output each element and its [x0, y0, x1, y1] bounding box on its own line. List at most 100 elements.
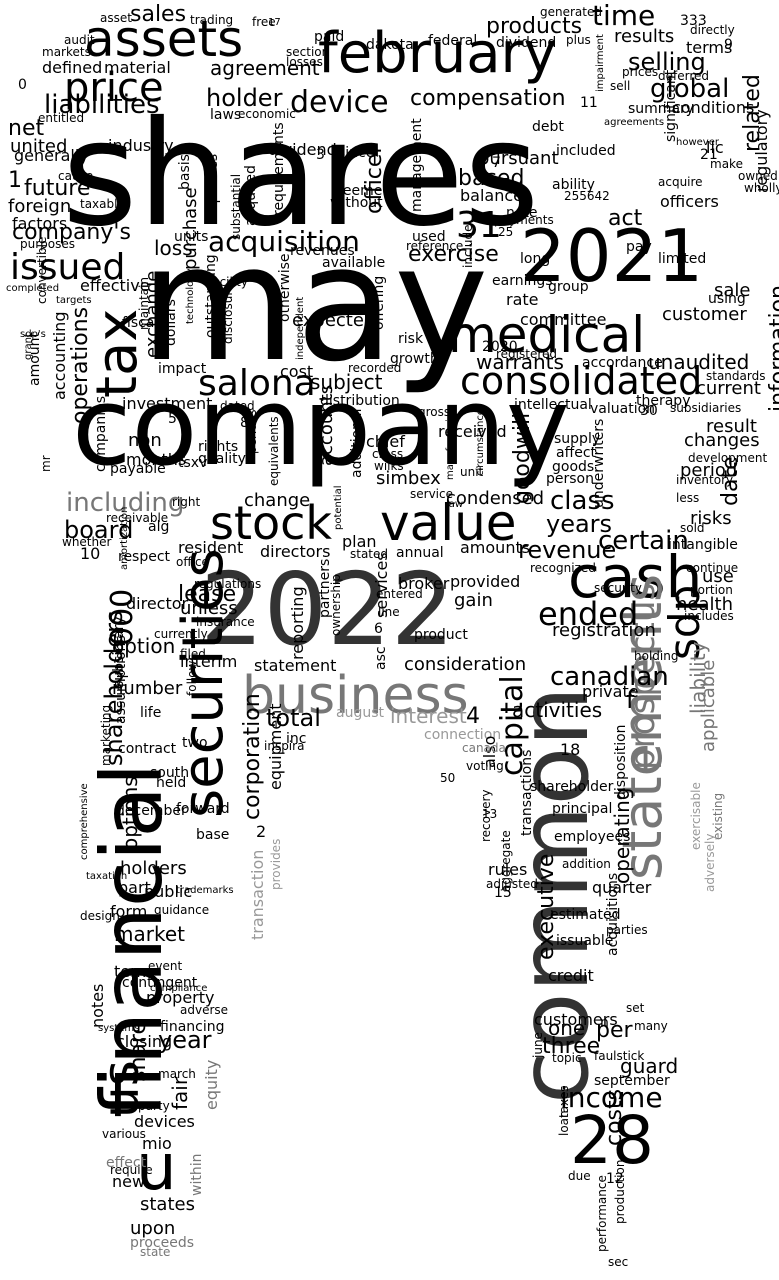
- word-debt: debt: [532, 119, 564, 135]
- word-office: office: [176, 555, 209, 569]
- word-directly: directly: [690, 23, 735, 37]
- word-sec: sec: [608, 1255, 629, 1269]
- word-dividends: dividends: [268, 140, 346, 159]
- word-selling: selling: [628, 48, 706, 76]
- word-adverse: adverse: [180, 1003, 229, 1017]
- word-28: 28: [570, 1102, 654, 1179]
- word-including: including: [66, 488, 185, 518]
- word-south: south: [150, 765, 190, 781]
- word-current: current: [696, 378, 761, 399]
- word-6: 6: [374, 621, 383, 637]
- word-activities: activities: [512, 698, 603, 722]
- word-quality: quality: [198, 451, 246, 467]
- word-outstanding: outstanding: [203, 254, 219, 338]
- word-annual: annual: [396, 545, 444, 561]
- word-markets: markets: [42, 45, 91, 59]
- word-loss: loss: [154, 236, 193, 260]
- word-systems: systems: [98, 1023, 140, 1034]
- word-note: note: [506, 205, 538, 221]
- word-taxes: taxes: [557, 1085, 571, 1118]
- word-recognized: recognized: [530, 561, 596, 575]
- word-333: 333: [680, 13, 707, 29]
- word-parties: parties: [606, 923, 648, 937]
- word-trading: trading: [190, 13, 234, 27]
- word-equivalents: equivalents: [267, 416, 281, 486]
- word-entitled: entitled: [38, 111, 85, 125]
- word-prices: prices: [622, 65, 659, 79]
- word-2: 2: [256, 822, 267, 841]
- word-interim: interim: [180, 652, 238, 671]
- word-per: per: [596, 1018, 633, 1043]
- word-received: received: [438, 422, 507, 441]
- word-sell: sell: [610, 79, 631, 93]
- word-audit: audit: [64, 33, 95, 47]
- word-wholly: wholly: [744, 181, 779, 195]
- word-5: 5: [168, 411, 177, 427]
- word-total: total: [266, 704, 321, 732]
- word-right: right: [172, 495, 201, 509]
- word-recorded: recorded: [348, 361, 402, 375]
- word-maintain: maintain: [137, 277, 151, 330]
- word-sales: sales: [130, 2, 187, 27]
- word-due: due: [568, 1169, 591, 1183]
- word-broker: broker: [398, 574, 450, 593]
- word-results: results: [614, 26, 675, 47]
- word-earnings: earnings: [492, 273, 553, 289]
- word-credit: credit: [548, 966, 594, 985]
- word-customer: customer: [662, 304, 747, 325]
- word-product: product: [414, 627, 468, 643]
- word-faulstick: faulstick: [594, 1049, 645, 1063]
- word-comprehensive: comprehensive: [79, 783, 90, 860]
- word-line: line: [378, 605, 400, 619]
- word-intellectual: intellectual: [514, 397, 592, 413]
- word-17: 17: [268, 17, 281, 28]
- word-generally: generally: [14, 146, 89, 165]
- word-taxable: taxable: [80, 197, 125, 211]
- word-sold: sold: [680, 521, 705, 535]
- word-30: 30: [640, 403, 658, 419]
- word-without: without: [330, 195, 383, 211]
- word-operations: operations: [68, 306, 93, 424]
- word-3: 3: [316, 147, 325, 163]
- word-impact: impact: [158, 361, 207, 377]
- word-regulatory: regulatory: [752, 109, 771, 192]
- word-devices: devices: [134, 1112, 195, 1131]
- word-u: u: [136, 1131, 177, 1205]
- word-effect: effect: [106, 1155, 147, 1171]
- word-insurance: insurance: [196, 615, 255, 629]
- word-wilks: wilks: [374, 459, 404, 473]
- word-terms: terms: [686, 38, 733, 57]
- word-owned: owned: [738, 169, 778, 183]
- word-unless: unless: [180, 598, 238, 619]
- word-18: 18: [560, 740, 581, 759]
- word-health: health: [676, 594, 733, 615]
- word-two: two: [182, 735, 208, 751]
- word-adjusted: adjusted: [486, 877, 538, 891]
- word-certain: certain: [598, 526, 689, 556]
- word-contract: contract: [118, 741, 177, 757]
- word-includes: includes: [684, 609, 734, 623]
- word-agreements: agreements: [604, 117, 665, 128]
- word-provides: provides: [269, 838, 283, 890]
- word-december: december: [116, 803, 187, 819]
- word-offering: offering: [371, 275, 387, 330]
- word-additional: additional: [349, 408, 365, 478]
- word-respect: respect: [118, 549, 171, 565]
- word-price: price: [64, 65, 164, 111]
- word-intangible: intangible: [668, 537, 738, 553]
- word-non: non: [128, 430, 162, 451]
- word-topic: topic: [552, 1051, 582, 1065]
- word-option: option: [112, 634, 176, 658]
- word-disposition: disposition: [613, 724, 629, 800]
- word-proceeds: proceeds: [130, 1235, 195, 1251]
- word-subject: subject: [310, 370, 383, 394]
- word-long: long: [520, 251, 551, 267]
- word-subsidiaries: subsidiaries: [670, 401, 742, 415]
- word-technology: technology: [185, 268, 196, 324]
- word-balance: balance: [460, 186, 523, 205]
- word-f: f: [626, 686, 635, 714]
- word-salona2: investment: [122, 394, 213, 413]
- word-available: available: [322, 255, 386, 271]
- word-contingent: contingent: [122, 975, 198, 991]
- word-revenues: revenues: [290, 243, 355, 259]
